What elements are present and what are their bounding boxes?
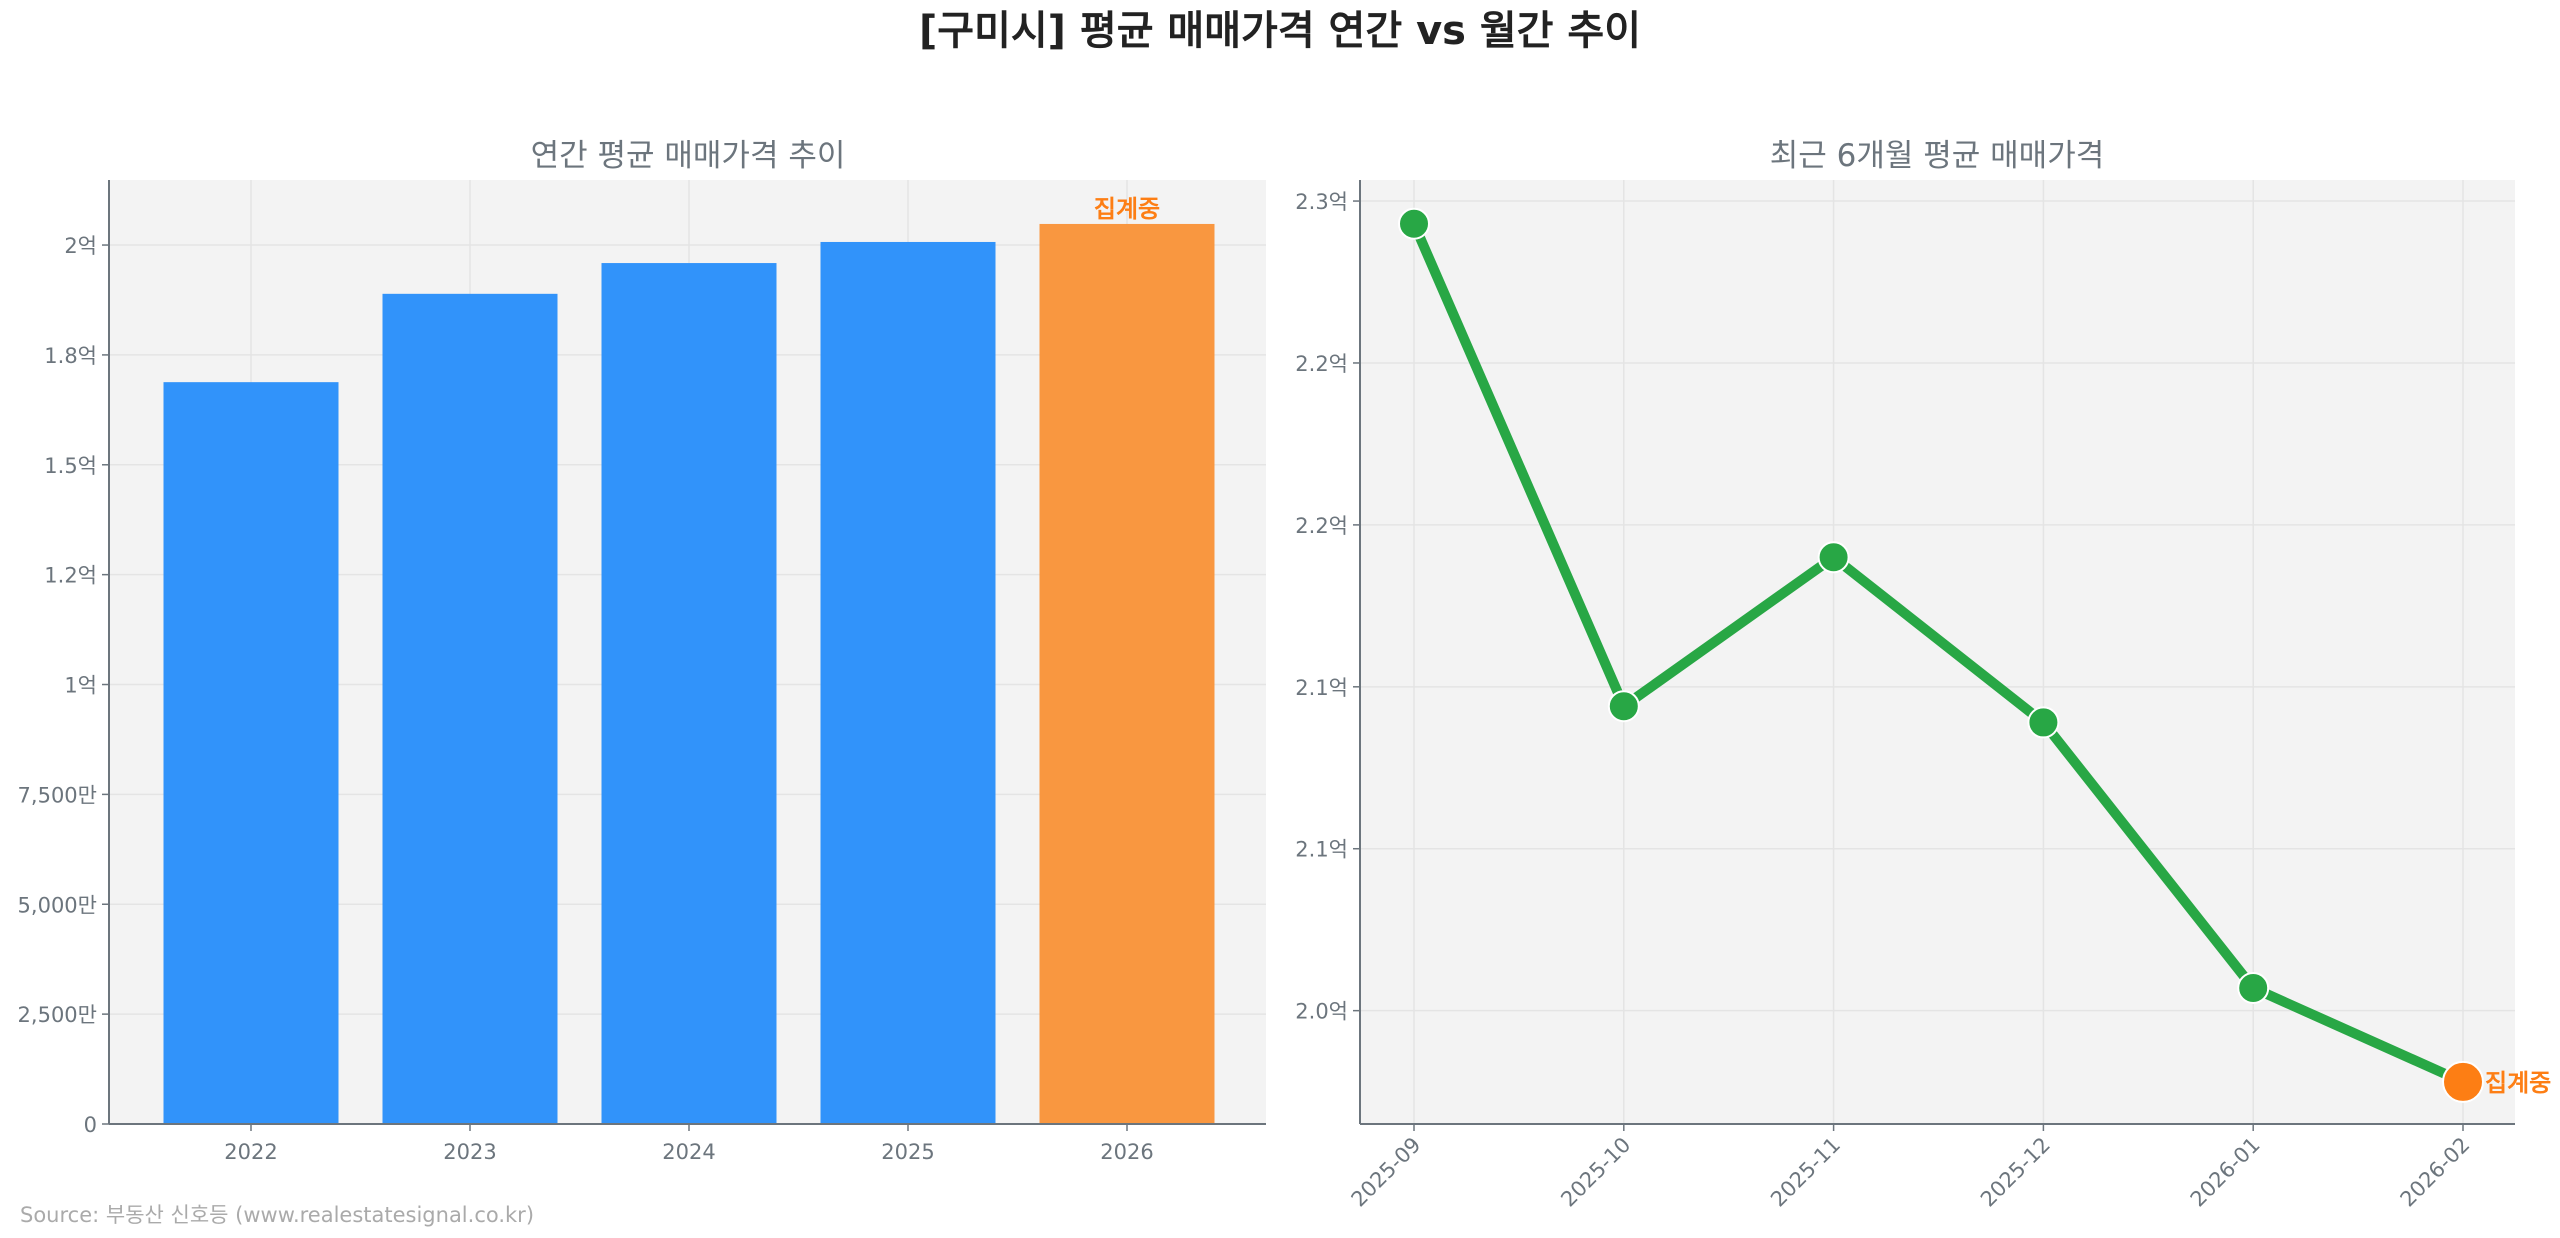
figure-title: [구미시] 평균 매매가격 연간 vs 월간 추이 [919,8,1641,54]
chart-title: 연간 평균 매매가격 추이 [531,138,846,174]
bar-2023 [382,293,558,1124]
y-tick-label: 1.8억 [44,344,97,368]
monthly-line-chart: 최근 6개월 평균 매매가격 2.0억 2.1억 2.1억 2.2억 2.2억 2.3억 2… [1295,138,2551,1212]
x-tick-label: 2022 [224,1140,277,1164]
partial-label: 집계중 [1094,195,1160,223]
x-tick-label: 2026 [1100,1140,1153,1164]
partial-label: 집계중 [2485,1069,2551,1097]
y-tick-label: 2.0억 [1295,1000,1348,1024]
bar-2025 [820,241,996,1124]
y-tick-label: 2.3억 [1295,190,1348,214]
x-tick-label: 2024 [662,1140,715,1164]
x-tick-label: 2025-12 [1976,1133,2055,1212]
bar-2022 [163,382,339,1124]
x-tick-label: 2025-09 [1347,1133,1426,1212]
x-tick-label: 2025 [881,1140,934,1164]
y-tick-label: 2.2억 [1295,514,1348,538]
y-tick-label: 1억 [64,674,97,698]
y-tick-label: 2.1억 [1295,676,1348,700]
y-tick-label: 2억 [64,234,97,258]
y-tick-label: 2.1억 [1295,838,1348,862]
y-tick-label: 5,000만 [18,893,97,917]
y-tick-label: 2.2억 [1295,352,1348,376]
x-tick-label: 2025-11 [1766,1133,1845,1212]
x-tick-label: 2026-02 [2396,1133,2475,1212]
x-tick-label: 2023 [443,1140,496,1164]
x-tick-label: 2025-10 [1556,1133,1635,1212]
y-tick-label: 1.5억 [44,454,97,478]
x-tick-label: 2026-01 [2186,1133,2265,1212]
point-2026-01 [2237,971,2270,1004]
point-2025-11 [1817,541,1850,574]
bar-2026 [1039,223,1215,1124]
y-tick-label: 7,500만 [18,783,97,807]
point-2025-12 [2027,706,2060,739]
point-2025-10 [1607,690,1640,723]
y-tick-label: 2,500만 [18,1003,97,1027]
source-note: Source: 부동산 신호등 (www.realestatesignal.co… [20,1203,534,1227]
plot-area [1360,180,2515,1124]
point-2026-02 [2442,1060,2484,1103]
annual-bar-chart: 연간 평균 매매가격 추이 0 2,500만 5,000만 7,500만 1억 1.2억 1… [18,138,1266,1164]
bar-2024 [601,263,777,1124]
chart-title: 최근 6개월 평균 매매가격 [1770,138,2104,174]
y-tick-label: 1.2억 [44,564,97,588]
point-2025-09 [1398,207,1430,240]
series-line [1409,221,2466,1087]
y-tick-label: 0 [84,1113,97,1137]
